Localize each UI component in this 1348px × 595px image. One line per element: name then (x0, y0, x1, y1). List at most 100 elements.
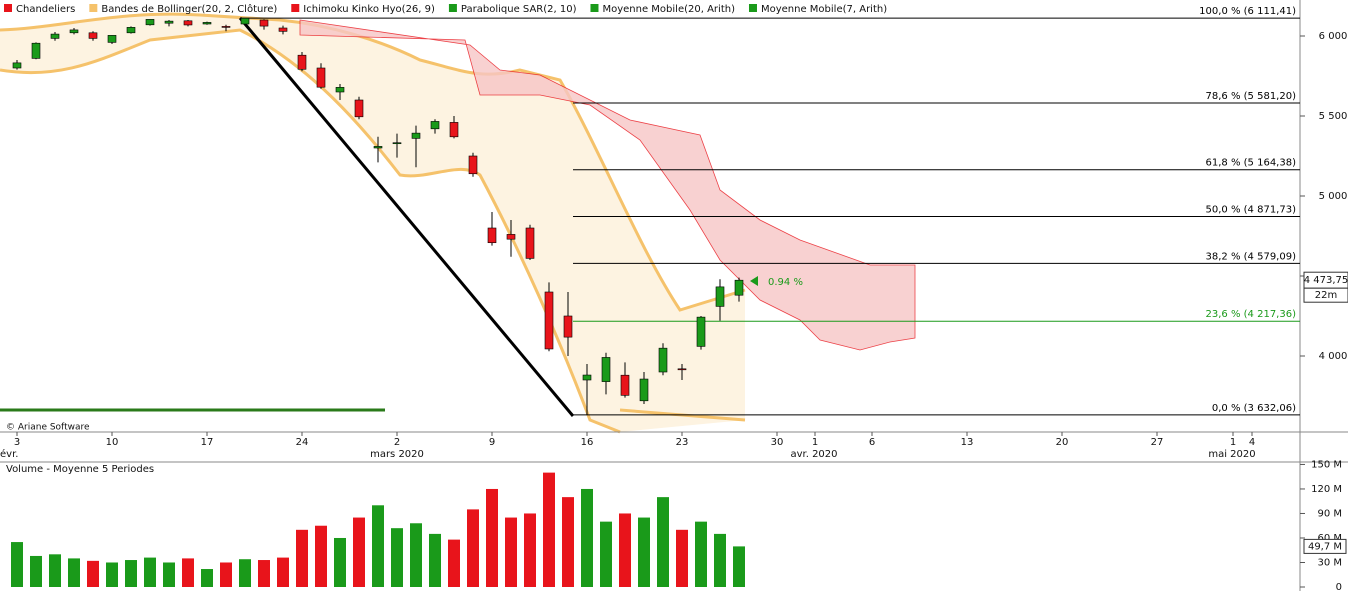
legend-swatch (4, 4, 12, 12)
y-tick-label: 120 M (1311, 484, 1342, 495)
x-tick-label: 24 (296, 437, 309, 448)
volume-bar (486, 488, 498, 587)
volume-bar (144, 557, 156, 587)
volume-bar (182, 558, 194, 587)
candle-body (620, 374, 630, 396)
candle-body (658, 347, 668, 373)
x-tick-label: 30 (771, 437, 784, 448)
fibonacci-label: 23,6 % (4 217,36) (1206, 309, 1297, 320)
legend-swatch (291, 4, 300, 12)
volume-bar (258, 560, 270, 587)
volume-bar (106, 562, 118, 587)
candle-body (506, 234, 516, 240)
fibonacci-label: 50,0 % (4 871,73) (1206, 205, 1297, 216)
volume-bar (87, 560, 99, 587)
legend-label: Moyenne Mobile(7, Arith) (761, 4, 887, 15)
bollinger-upper (0, 12, 746, 312)
ichimoku-cloud (299, 19, 916, 351)
volume-bar (429, 533, 441, 587)
candle-body (525, 227, 535, 259)
month-label: avr. 2020 (790, 449, 837, 460)
candle-body (449, 122, 459, 138)
candle-body (373, 146, 383, 149)
x-tick-label: 23 (676, 437, 689, 448)
candle-body (392, 142, 402, 145)
candle-body (50, 33, 60, 39)
candle-body (677, 368, 687, 371)
legend-label: Parabolique SAR(2, 10) (461, 4, 577, 15)
volume-bar (410, 523, 422, 587)
candle-body (297, 54, 307, 70)
volume-bar (49, 554, 61, 587)
legend-label: Bandes de Bollinger(20, 2, Clôture) (101, 3, 277, 15)
volume-title: Volume - Moyenne 5 Periodes (6, 464, 154, 475)
volume-bar (543, 472, 555, 587)
volume-bar (600, 521, 612, 587)
volume-bar (239, 559, 251, 587)
candle-body (278, 27, 288, 32)
candle-body (696, 316, 706, 347)
volume-bar (353, 517, 365, 587)
x-tick-label: 2 (394, 437, 400, 448)
y-tick-label: 60 M (1317, 533, 1342, 544)
last-volume-label: 49,7 M (1308, 541, 1342, 552)
candle-body (544, 291, 554, 350)
volume-bar (296, 529, 308, 587)
candle-body (145, 19, 155, 26)
volume-bar (334, 537, 346, 587)
bollinger-fill (0, 14, 745, 433)
x-tick-label: 4 (1249, 437, 1255, 448)
fibonacci-label: 61,8 % (5 164,38) (1206, 158, 1297, 169)
fibonacci-label: 100,0 % (6 111,41) (1199, 6, 1296, 17)
legend-swatch (89, 4, 98, 12)
x-tick-label: 9 (489, 437, 495, 448)
volume-bar (277, 557, 289, 587)
x-tick-label: 20 (1056, 437, 1069, 448)
candle-body (639, 378, 649, 402)
candle-body (411, 132, 421, 139)
volume-bar (391, 528, 403, 587)
annotation: 0.94 % (768, 277, 803, 288)
month-label: mars 2020 (370, 449, 424, 460)
candle-body (88, 32, 98, 39)
x-tick-label: 1 (1230, 437, 1236, 448)
legend-label: Ichimoku Kinko Hyo(26, 9) (303, 4, 435, 15)
annotation-arrow (750, 276, 758, 286)
volume-bar (220, 562, 232, 587)
volume-bar (163, 562, 175, 587)
candle-body (31, 42, 41, 59)
x-tick-label: 10 (106, 437, 119, 448)
fibonacci-label: 38,2 % (4 579,09) (1206, 251, 1297, 262)
legend-swatch (590, 4, 599, 12)
x-tick-label: 1 (812, 437, 818, 448)
y-tick-label: 30 M (1317, 557, 1342, 568)
candle-body (487, 227, 497, 244)
candle-body (183, 20, 193, 26)
fibonacci-label: 0,0 % (3 632,06) (1212, 403, 1296, 414)
volume-bar (619, 513, 631, 587)
legend-label: Chandeliers (16, 4, 75, 15)
volume-bar (11, 542, 23, 587)
month-label: évr. (0, 448, 18, 460)
volume-bar (448, 539, 460, 587)
y-tick-label: 5 500 (1319, 111, 1348, 122)
volume-bar (125, 560, 137, 587)
y-tick-label: 0 (1336, 582, 1342, 591)
candle-body (221, 26, 231, 28)
month-label: mai 2020 (1208, 449, 1255, 460)
legend-label: Moyenne Mobile(20, Arith) (602, 4, 735, 15)
trendline (238, 17, 575, 417)
y-tick-label: 5 000 (1319, 191, 1348, 202)
candle-body (354, 99, 364, 118)
candle-body (430, 121, 440, 130)
volume-bar (581, 488, 593, 587)
volume-bar (68, 558, 80, 587)
volume-bar (372, 505, 384, 587)
volume-bar (562, 497, 574, 587)
x-tick-label: 16 (581, 437, 594, 448)
x-tick-label: 13 (961, 437, 974, 448)
volume-bar (524, 513, 536, 587)
time-left: 22m (1315, 290, 1337, 301)
candle-body (12, 62, 22, 69)
